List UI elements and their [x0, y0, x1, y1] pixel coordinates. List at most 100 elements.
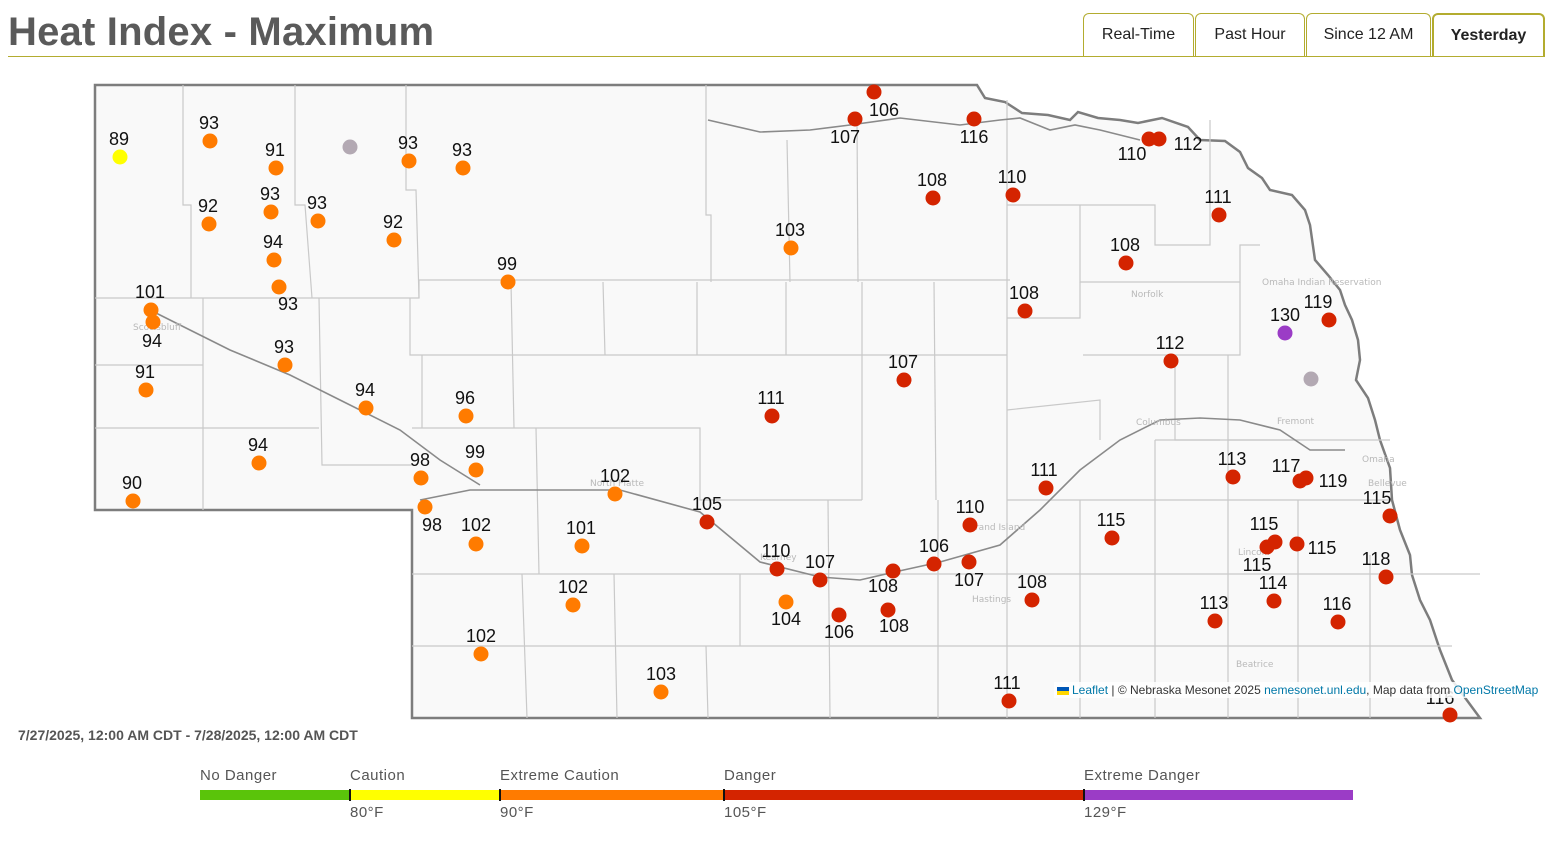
station-dot[interactable] — [468, 462, 484, 478]
station-dot[interactable] — [251, 455, 267, 471]
station-marker[interactable]: 107 — [830, 111, 863, 148]
station-marker[interactable] — [342, 139, 358, 155]
station-dot[interactable] — [1298, 470, 1314, 486]
station-marker[interactable]: 106 — [919, 536, 949, 572]
station-dot[interactable] — [812, 572, 828, 588]
station-dot[interactable] — [925, 190, 941, 206]
tab-since-12-am[interactable]: Since 12 AM — [1306, 13, 1431, 56]
station-marker[interactable]: 111 — [993, 673, 1021, 709]
station-marker[interactable]: 93 — [199, 113, 219, 149]
station-dot[interactable] — [847, 111, 863, 127]
station-dot[interactable] — [413, 470, 429, 486]
station-dot[interactable] — [926, 556, 942, 572]
leaflet-link[interactable]: Leaflet — [1072, 683, 1109, 697]
station-dot[interactable] — [1017, 303, 1033, 319]
station-dot[interactable] — [1382, 508, 1398, 524]
station-marker[interactable]: 107 — [888, 352, 918, 388]
station-marker[interactable]: 93 — [307, 193, 327, 229]
station-dot[interactable] — [764, 408, 780, 424]
station-dot[interactable] — [966, 111, 982, 127]
station-dot[interactable] — [268, 160, 284, 176]
station-marker[interactable]: 104 — [771, 594, 801, 630]
station-marker[interactable]: 106 — [824, 607, 854, 643]
station-marker[interactable]: 106 — [866, 84, 900, 121]
station-marker[interactable]: 91 — [265, 140, 285, 176]
station-dot[interactable] — [783, 240, 799, 256]
station-dot[interactable] — [653, 684, 669, 700]
station-marker[interactable]: 98 — [417, 499, 443, 536]
station-marker[interactable]: 103 — [775, 220, 805, 256]
station-dot[interactable] — [565, 597, 581, 613]
station-dot[interactable] — [310, 213, 326, 229]
station-marker[interactable]: 94 — [355, 380, 375, 416]
station-dot[interactable] — [896, 372, 912, 388]
station-dot[interactable] — [885, 563, 901, 579]
station-dot[interactable] — [1038, 480, 1054, 496]
tab-past-hour[interactable]: Past Hour — [1195, 13, 1305, 56]
station-dot[interactable] — [358, 400, 374, 416]
station-marker[interactable]: 108 — [1017, 572, 1047, 608]
tab-yesterday[interactable]: Yesterday — [1432, 13, 1545, 56]
station-marker[interactable]: 93 — [274, 337, 294, 373]
station-marker[interactable]: 93 — [260, 184, 280, 220]
station-dot[interactable] — [1001, 693, 1017, 709]
station-dot[interactable] — [266, 252, 282, 268]
station-marker[interactable]: 93 — [452, 140, 472, 176]
station-marker[interactable]: 102 — [466, 626, 496, 662]
station-dot[interactable] — [112, 149, 128, 165]
station-marker[interactable]: 103 — [646, 664, 676, 700]
station-marker[interactable]: 114 — [1259, 573, 1288, 609]
station-marker[interactable]: 111 — [1204, 187, 1232, 223]
station-marker[interactable]: 119 — [1304, 292, 1337, 328]
station-marker[interactable]: 107 — [954, 554, 984, 591]
station-marker[interactable]: 110 — [998, 167, 1027, 203]
station-dot[interactable] — [145, 314, 161, 330]
station-dot[interactable] — [769, 561, 785, 577]
nemesonet-link[interactable]: nemesonet.unl.edu — [1264, 683, 1367, 697]
station-marker[interactable]: 91 — [135, 362, 155, 398]
station-marker[interactable]: 115 — [1097, 510, 1126, 546]
station-dot[interactable] — [263, 204, 279, 220]
station-dot[interactable] — [342, 139, 358, 155]
station-marker[interactable]: 94 — [263, 232, 283, 268]
station-marker[interactable]: 112 — [1151, 131, 1203, 155]
station-dot[interactable] — [1266, 593, 1282, 609]
station-marker[interactable]: 115 — [1363, 488, 1398, 524]
station-dot[interactable] — [1321, 312, 1337, 328]
station-marker[interactable]: 101 — [566, 518, 596, 554]
station-dot[interactable] — [1151, 131, 1167, 147]
station-marker[interactable]: 113 — [1218, 449, 1247, 485]
station-marker[interactable]: 113 — [1200, 593, 1229, 629]
station-dot[interactable] — [271, 279, 287, 295]
station-dot[interactable] — [386, 232, 402, 248]
station-dot[interactable] — [468, 536, 484, 552]
station-marker[interactable]: 102 — [600, 466, 630, 502]
station-dot[interactable] — [1378, 569, 1394, 585]
station-marker[interactable]: 102 — [461, 515, 491, 552]
station-marker[interactable]: 111 — [1030, 460, 1058, 496]
station-dot[interactable] — [473, 646, 489, 662]
openstreetmap-link[interactable]: OpenStreetMap — [1453, 683, 1539, 697]
station-marker[interactable]: 102 — [558, 577, 588, 613]
station-dot[interactable] — [1303, 371, 1319, 387]
station-marker[interactable]: 108 — [1110, 235, 1140, 271]
station-dot[interactable] — [961, 554, 977, 570]
station-marker[interactable]: 99 — [497, 254, 517, 290]
station-dot[interactable] — [202, 133, 218, 149]
station-dot[interactable] — [143, 302, 159, 318]
station-dot[interactable] — [138, 382, 154, 398]
station-marker[interactable]: 99 — [465, 442, 485, 478]
station-marker[interactable]: 98 — [410, 450, 430, 486]
station-marker[interactable]: 92 — [198, 196, 218, 232]
station-marker[interactable]: 112 — [1156, 333, 1185, 369]
station-marker[interactable]: 108 — [879, 602, 909, 637]
station-dot[interactable] — [1005, 187, 1021, 203]
station-marker[interactable]: 89 — [109, 129, 129, 165]
station-dot[interactable] — [1024, 592, 1040, 608]
station-dot[interactable] — [1277, 325, 1293, 341]
station-marker[interactable]: 115 — [1289, 536, 1337, 559]
station-marker[interactable]: 94 — [248, 435, 268, 471]
station-dot[interactable] — [500, 274, 516, 290]
station-marker[interactable]: 108 — [917, 170, 947, 206]
